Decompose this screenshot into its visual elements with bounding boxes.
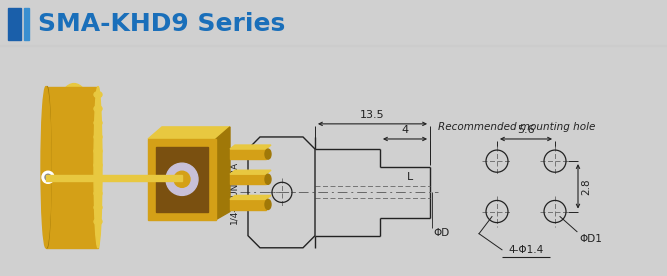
Ellipse shape: [94, 162, 102, 168]
Text: ΦD1: ΦD1: [579, 234, 602, 244]
Text: SMA-KHD9 Series: SMA-KHD9 Series: [38, 12, 285, 36]
Ellipse shape: [94, 87, 102, 248]
Polygon shape: [230, 170, 271, 174]
Text: 4-Φ1.4: 4-Φ1.4: [508, 245, 544, 255]
Text: 13.5: 13.5: [360, 110, 385, 120]
Bar: [230, 200, 266, 209]
Ellipse shape: [94, 106, 102, 112]
Bar: [148, 139, 216, 220]
Bar: [8, 8, 21, 40]
Ellipse shape: [94, 120, 102, 126]
Ellipse shape: [94, 134, 102, 140]
Polygon shape: [230, 145, 271, 149]
Ellipse shape: [94, 148, 102, 154]
Polygon shape: [148, 127, 230, 139]
Ellipse shape: [94, 205, 102, 211]
Circle shape: [45, 174, 51, 180]
Text: 2.8: 2.8: [581, 178, 591, 195]
Ellipse shape: [43, 87, 51, 248]
Bar: [230, 174, 266, 184]
Ellipse shape: [94, 176, 102, 182]
Bar: [156, 147, 208, 211]
Ellipse shape: [265, 174, 271, 184]
Ellipse shape: [41, 87, 51, 248]
Ellipse shape: [94, 190, 102, 197]
Text: 4: 4: [402, 125, 409, 135]
Text: Recommended mounting hole: Recommended mounting hole: [438, 122, 595, 132]
Circle shape: [174, 171, 190, 187]
Text: 5.6: 5.6: [517, 125, 535, 135]
Ellipse shape: [94, 219, 102, 225]
Polygon shape: [216, 127, 230, 220]
Bar: [24, 8, 29, 40]
Ellipse shape: [265, 200, 271, 209]
Text: 1/4-36UNS-2A: 1/4-36UNS-2A: [229, 161, 239, 224]
Ellipse shape: [94, 92, 102, 98]
Text: L: L: [407, 172, 413, 182]
Circle shape: [42, 171, 54, 183]
Bar: [230, 149, 266, 159]
Ellipse shape: [265, 149, 271, 159]
Bar: [46, 87, 98, 248]
Bar: [46, 175, 182, 181]
Text: ΦD: ΦD: [433, 228, 450, 238]
Polygon shape: [230, 195, 271, 200]
Circle shape: [166, 163, 198, 195]
Ellipse shape: [47, 84, 101, 245]
